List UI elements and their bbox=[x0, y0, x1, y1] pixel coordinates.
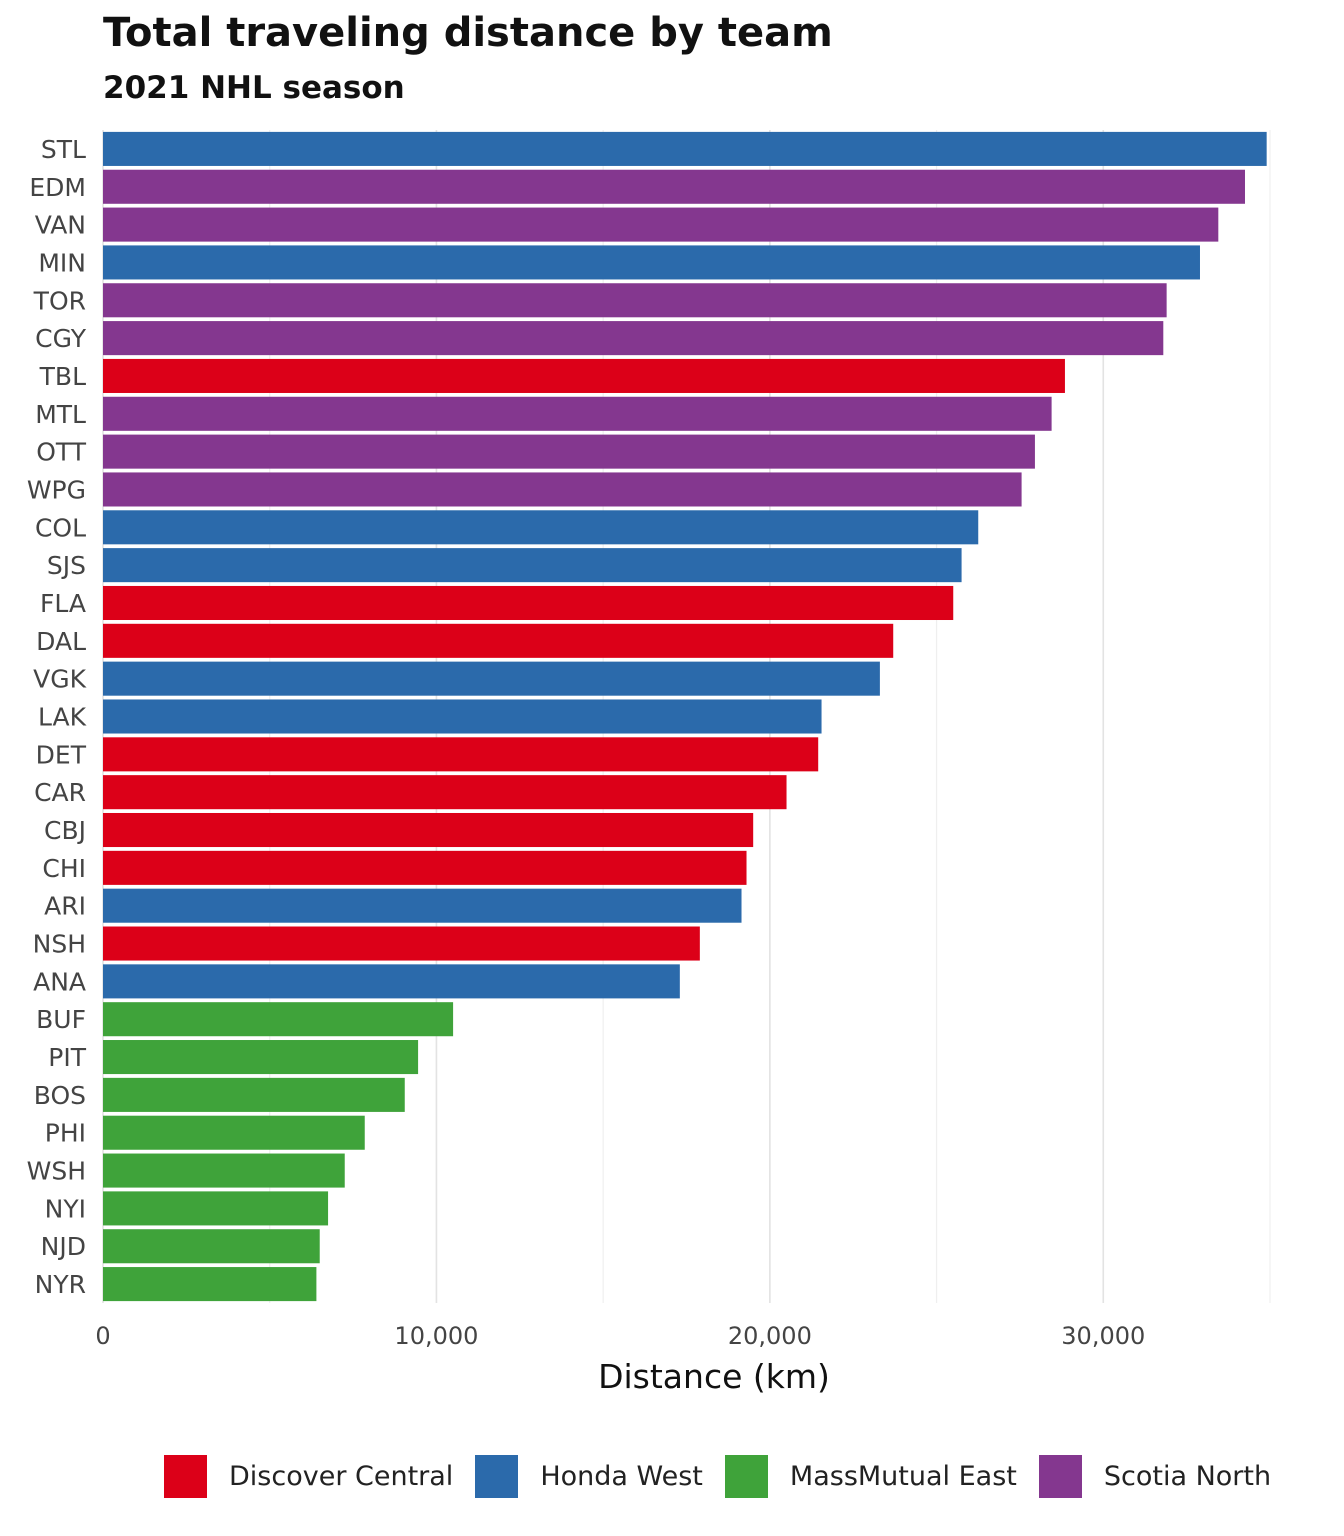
y-tick-label: NSH bbox=[33, 930, 86, 959]
y-tick-label: LAK bbox=[38, 703, 87, 732]
bar-sjs bbox=[103, 548, 962, 583]
bar-ana bbox=[103, 964, 680, 999]
y-tick-label: BUF bbox=[36, 1005, 86, 1034]
legend-swatch bbox=[1038, 1455, 1082, 1498]
y-tick-label: MTL bbox=[35, 400, 86, 429]
y-tick-label: CAR bbox=[34, 778, 86, 807]
bar-chart: STL EDM VAN MIN TOR CGY TBL MTL OTT WPG COL SJS FLA D… bbox=[27, 130, 1271, 1396]
bar-nyr bbox=[103, 1267, 317, 1302]
x-tick-label: 0 bbox=[95, 1322, 110, 1350]
y-tick-label: SJS bbox=[47, 551, 86, 580]
y-tick-label: WPG bbox=[27, 475, 86, 504]
legend-item: Discover Central bbox=[164, 1455, 453, 1498]
bar-wpg bbox=[103, 472, 1022, 507]
bar-det bbox=[103, 737, 819, 772]
bar-cbj bbox=[103, 812, 754, 848]
bar-lak bbox=[103, 699, 822, 734]
chart-subtitle: 2021 NHL season bbox=[103, 70, 405, 106]
bar-tbl bbox=[103, 358, 1065, 393]
y-tick-label: TBL bbox=[39, 362, 86, 391]
bar-nsh bbox=[103, 926, 700, 961]
legend-swatch bbox=[164, 1455, 207, 1498]
bar-pit bbox=[103, 1040, 419, 1075]
y-tick-label: NYI bbox=[45, 1194, 86, 1223]
bar-buf bbox=[103, 1002, 454, 1037]
y-tick-label: PIT bbox=[48, 1043, 86, 1072]
y-tick-label: MIN bbox=[38, 248, 86, 277]
legend-label: Honda West bbox=[540, 1461, 703, 1492]
bar-tor bbox=[103, 283, 1167, 318]
y-tick-labels: STL EDM VAN MIN TOR CGY TBL MTL OTT WPG COL SJS FLA D… bbox=[27, 135, 87, 1299]
bar-cgy bbox=[103, 321, 1164, 356]
bar-edm bbox=[103, 169, 1245, 204]
y-tick-label: VGK bbox=[33, 665, 86, 694]
y-tick-label: VAN bbox=[35, 211, 86, 240]
y-tick-label: WSH bbox=[27, 1157, 86, 1186]
bar-vgk bbox=[103, 661, 880, 696]
y-tick-label: PHI bbox=[45, 1119, 86, 1148]
x-tick-label: 20,000 bbox=[728, 1322, 812, 1350]
chart-title: Total traveling distance by team bbox=[103, 10, 833, 56]
y-tick-label: OTT bbox=[36, 438, 87, 467]
bar-phi bbox=[103, 1115, 365, 1150]
legend-label: Scotia North bbox=[1103, 1461, 1272, 1492]
legend-label: MassMutual East bbox=[789, 1461, 1017, 1492]
legend-item: Honda West bbox=[475, 1455, 703, 1498]
x-tick-labels: 0 10,000 20,000 30,000 bbox=[95, 1322, 1145, 1350]
bar-dal bbox=[103, 623, 894, 658]
bar-fla bbox=[103, 585, 954, 621]
y-tick-label: NJD bbox=[41, 1232, 86, 1261]
bar-njd bbox=[103, 1229, 320, 1264]
y-tick-label: CHI bbox=[42, 854, 86, 883]
y-tick-label: COL bbox=[35, 513, 86, 542]
legend-item: MassMutual East bbox=[724, 1455, 1017, 1498]
y-tick-label: STL bbox=[41, 135, 86, 164]
y-tick-label: CBJ bbox=[44, 816, 86, 845]
legend-swatch bbox=[475, 1455, 519, 1498]
y-tick-label: ARI bbox=[44, 892, 86, 921]
y-tick-label: NYR bbox=[35, 1270, 86, 1299]
bar-van bbox=[103, 207, 1219, 242]
legend: Discover Central Honda West MassMutual Eas… bbox=[164, 1455, 1293, 1498]
legend-label: Discover Central bbox=[229, 1461, 454, 1492]
x-tick-label: 30,000 bbox=[1061, 1322, 1145, 1350]
legend-swatch bbox=[724, 1455, 768, 1498]
bars bbox=[103, 131, 1267, 1302]
y-tick-label: BOS bbox=[34, 1081, 86, 1110]
bar-ott bbox=[103, 434, 1035, 469]
bar-chi bbox=[103, 850, 747, 885]
y-tick-label: CGY bbox=[35, 324, 87, 353]
y-tick-label: DAL bbox=[36, 627, 86, 656]
bar-ari bbox=[103, 888, 742, 923]
bar-min bbox=[103, 245, 1200, 280]
y-tick-label: FLA bbox=[40, 589, 86, 618]
bar-col bbox=[103, 510, 979, 545]
bar-mtl bbox=[103, 396, 1052, 431]
y-tick-label: EDM bbox=[29, 173, 86, 202]
y-tick-label: TOR bbox=[33, 286, 86, 315]
bar-nyi bbox=[103, 1191, 329, 1226]
bar-wsh bbox=[103, 1153, 345, 1188]
y-tick-label: DET bbox=[36, 740, 87, 769]
legend-item: Scotia North bbox=[1038, 1455, 1272, 1498]
x-tick-label: 10,000 bbox=[394, 1322, 478, 1350]
bar-car bbox=[103, 775, 787, 810]
bar-stl bbox=[103, 131, 1267, 166]
x-axis-label: Distance (km) bbox=[598, 1357, 830, 1396]
bar-bos bbox=[103, 1077, 405, 1112]
y-tick-label: ANA bbox=[33, 967, 86, 996]
